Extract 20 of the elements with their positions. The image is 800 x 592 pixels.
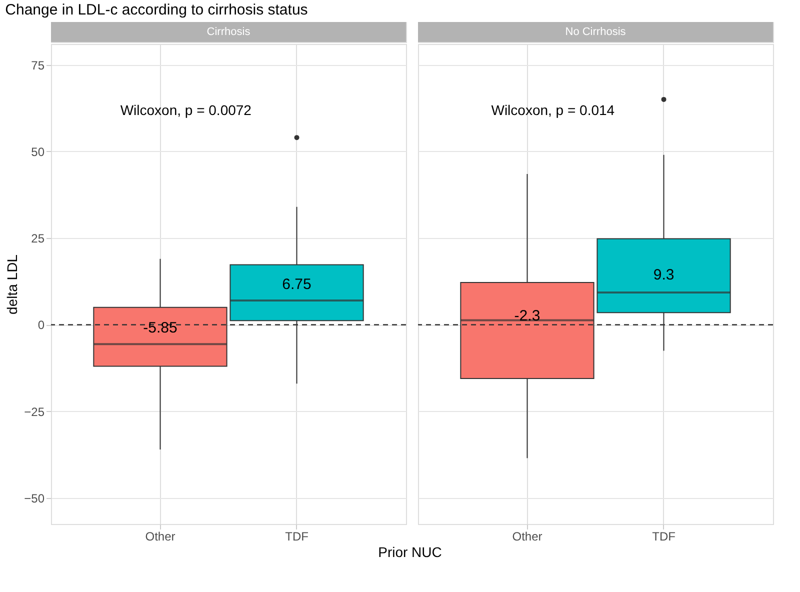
- annotation: 6.75: [282, 276, 312, 294]
- x-axis-title: Prior NUC: [378, 544, 442, 560]
- annotation: Wilcoxon, p = 0.014: [491, 102, 615, 118]
- chart-subtitle: No Cirrhosis: [565, 26, 626, 38]
- annotation: Wilcoxon, p = 0.0072: [120, 102, 252, 118]
- y-tick-label: 75: [31, 58, 45, 72]
- x-tick-label: TDF: [652, 530, 676, 544]
- x-tick-label: Other: [145, 530, 176, 544]
- chart-title: Change in LDL-c according to cirrhosis status: [5, 2, 308, 18]
- annotation: -5.85: [143, 319, 178, 336]
- y-tick-label: −25: [24, 404, 45, 419]
- y-tick-label: 0: [38, 318, 45, 332]
- y-tick-label: 25: [31, 232, 45, 246]
- y-tick-label: −50: [24, 492, 45, 506]
- annotation: 9.3: [653, 266, 674, 284]
- y-axis-title: delta LDL: [4, 254, 20, 314]
- chart-subtitle: Cirrhosis: [206, 26, 251, 38]
- x-tick-label: Other: [512, 530, 542, 544]
- x-tick-label: TDF: [285, 530, 308, 544]
- y-tick-label: 50: [31, 144, 45, 159]
